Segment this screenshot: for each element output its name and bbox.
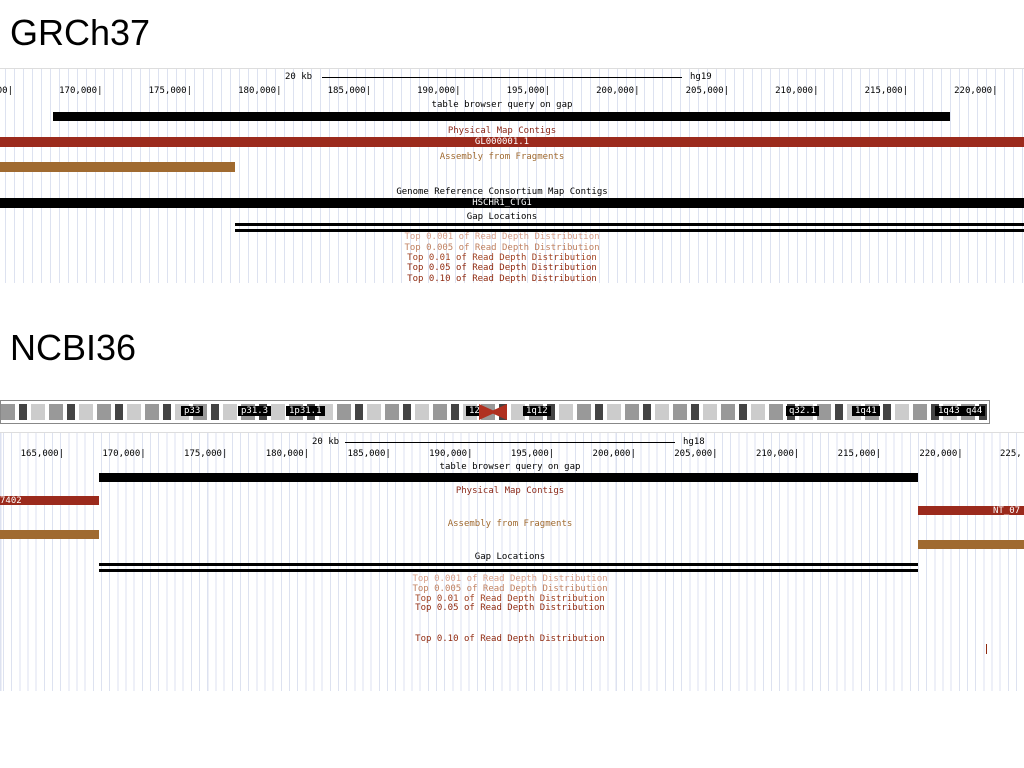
track-bar [99, 473, 918, 482]
item-label: NT_07 [993, 506, 1021, 516]
browser-image: 20 kb hg19 00| 170,000| 175,000| 180,000| 185,… [0, 68, 1024, 283]
band-label: 1q43 [935, 406, 963, 416]
tick-label: 195,000| [506, 86, 550, 96]
band-label: q44 [963, 406, 986, 416]
tick-label: 210,000| [755, 449, 800, 459]
band-label: 12 [466, 406, 483, 416]
track-label: Top 0.001 of Read Depth Distribution [412, 574, 608, 584]
scale-label: 20 kb [312, 437, 340, 447]
track-label: Assembly from Fragments [439, 152, 565, 162]
tick-label: 195,000| [510, 449, 555, 459]
tick-label: 215,000| [864, 86, 908, 96]
assembly-label: hg19 [690, 72, 712, 82]
track-bar [918, 540, 1024, 549]
track-label: Top 0.01 of Read Depth Distribution [415, 594, 605, 604]
track-label: Gap Locations [466, 212, 538, 222]
grid [0, 69, 1024, 283]
tick-label: 190,000| [417, 86, 461, 96]
panel-title: NCBI36 [10, 327, 137, 368]
track-bar: 7402 [0, 496, 99, 506]
track-bar: HSCHR1_CTG1 [0, 198, 1024, 208]
tick-label: 200,000| [592, 449, 636, 459]
scale-label: 20 kb [285, 72, 313, 82]
tick-label: 205,000| [674, 449, 718, 459]
track-label: Genome Reference Consortium Map Contigs [396, 187, 608, 197]
track-label: Top 0.05 of Read Depth Distribution [407, 263, 597, 273]
tick-label: 165,000| [20, 449, 64, 459]
band-label: p33 [181, 406, 204, 416]
tick-label: 190,000| [429, 449, 473, 459]
track-label: Top 0.005 of Read Depth Distribution [412, 584, 608, 594]
track-bar: NT_07 [918, 506, 1024, 516]
track-label: table browser query on gap [439, 462, 581, 472]
track-bar: GL000001.1 [0, 137, 1024, 147]
tick-label: 220,000| [919, 449, 963, 459]
tick-label: 200,000| [596, 86, 640, 96]
track-label: Assembly from Fragments [447, 519, 573, 529]
tick-label: 170,000| [102, 449, 146, 459]
track-bar [0, 530, 99, 539]
item-label: HSCHR1_CTG1 [472, 198, 532, 208]
depth-mark [986, 644, 987, 654]
track-label: Physical Map Contigs [455, 486, 565, 496]
track-label: table browser query on gap [431, 100, 573, 110]
gap-bar [235, 223, 1024, 232]
item-label: 7402 [0, 496, 22, 506]
browser-image: 20 kb hg18 165,000| 170,000| 175,000| 180,000… [0, 432, 1024, 691]
scale-line [322, 77, 682, 78]
tick-label: 175,000| [184, 449, 228, 459]
track-bar [0, 162, 235, 172]
tick-label: 180,000| [265, 449, 310, 459]
tick-label: 215,000| [837, 449, 881, 459]
band-label: q32.1 [786, 406, 820, 416]
band-label: 1q41 [852, 406, 880, 416]
tick-label: 170,000| [59, 86, 103, 96]
track-bar [53, 112, 950, 121]
tick-label: 210,000| [775, 86, 819, 96]
band-label: 1p31.1 [286, 406, 325, 416]
track-label: Top 0.001 of Read Depth Distribution [404, 232, 600, 242]
panel-title: GRCh37 [10, 12, 151, 53]
tick-label: 180,000| [238, 86, 282, 96]
tick-label: 205,000| [685, 86, 729, 96]
track-label: Top 0.10 of Read Depth Distribution [407, 274, 597, 283]
tick-label: 220,000| [954, 86, 998, 96]
track-label: Gap Locations [474, 552, 546, 562]
tick-label: 225, [1000, 449, 1022, 459]
tick-label: 175,000| [148, 86, 192, 96]
track-label: Top 0.01 of Read Depth Distribution [407, 253, 597, 263]
tick-label: 00| [0, 86, 13, 96]
track-label: Top 0.05 of Read Depth Distribution [415, 603, 605, 613]
centromere [479, 404, 507, 420]
band-label: 1q12 [523, 406, 551, 416]
scale-line [345, 442, 675, 443]
tick-label: 185,000| [347, 449, 391, 459]
assembly-label: hg18 [683, 437, 705, 447]
track-label: Top 0.005 of Read Depth Distribution [404, 243, 600, 253]
ideogram: p33 p31.3 1p31.1 12 1q12 q32.1 1q41 1q43 q44 [0, 400, 990, 424]
tick-label: 185,000| [327, 86, 371, 96]
track-label: Physical Map Contigs [447, 126, 557, 136]
track-label: Top 0.10 of Read Depth Distribution [415, 634, 605, 644]
band-label: p31.3 [238, 406, 272, 416]
item-label: GL000001.1 [474, 137, 530, 147]
gap-bar [99, 563, 918, 572]
